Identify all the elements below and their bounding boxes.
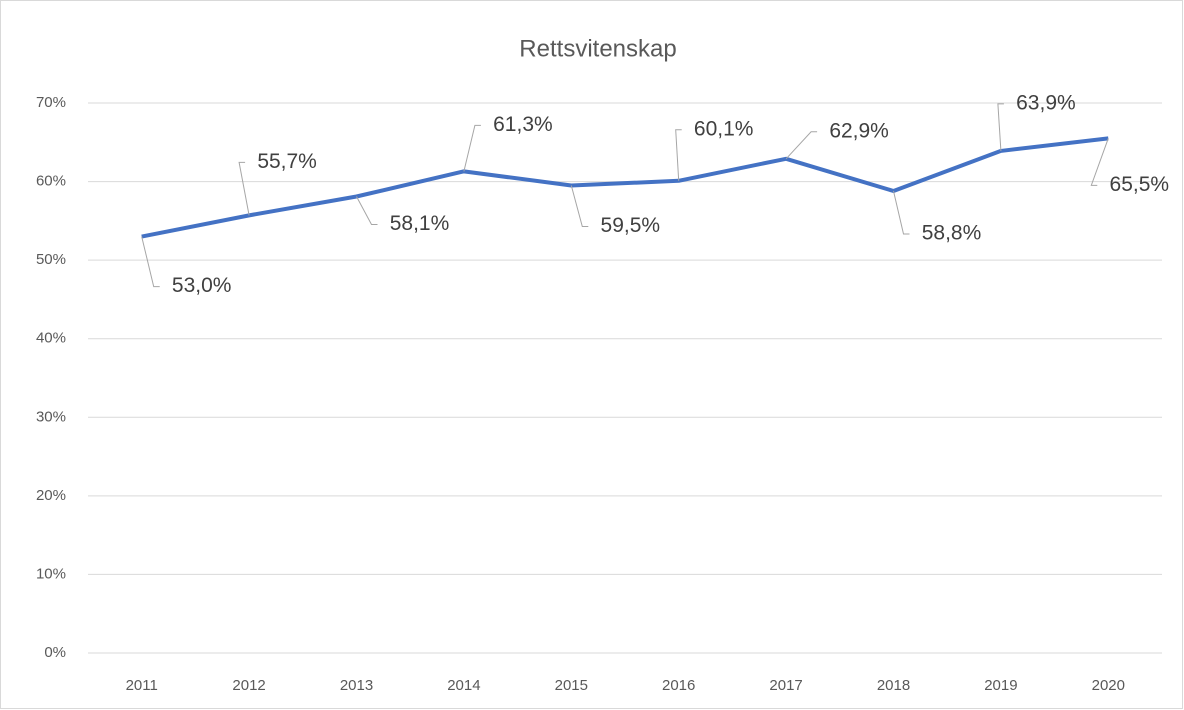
data-label: 58,8% [922, 222, 982, 245]
x-tick-label: 2012 [232, 677, 265, 694]
leader-line [1090, 138, 1109, 186]
leader-line [238, 161, 250, 216]
data-label: 53,0% [172, 274, 232, 297]
y-tick-label: 30% [36, 408, 66, 425]
y-tick-label: 70% [36, 94, 66, 111]
x-tick-label: 2017 [769, 677, 802, 694]
data-label: 60,1% [694, 117, 754, 140]
leader-line [997, 103, 1004, 151]
y-tick-label: 60% [36, 173, 66, 190]
y-tick-label: 0% [44, 644, 66, 661]
data-label: 65,5% [1110, 173, 1170, 196]
y-tick-label: 40% [36, 330, 66, 347]
x-tick-label: 2013 [340, 677, 373, 694]
x-tick-label: 2019 [984, 677, 1017, 694]
data-label: 59,5% [601, 214, 661, 237]
leader-line [570, 185, 589, 227]
data-label: 61,3% [493, 113, 553, 136]
x-tick-label: 2014 [447, 677, 480, 694]
x-tick-label: 2015 [555, 677, 588, 694]
data-label: 55,7% [257, 150, 317, 173]
leader-line [463, 124, 481, 172]
data-label: 62,9% [829, 119, 889, 142]
leader-line [141, 236, 160, 288]
leader-line [356, 196, 378, 225]
leader-line [785, 131, 818, 160]
data-label: 63,9% [1016, 91, 1076, 114]
chart-title: Rettsvitenskap [519, 35, 676, 62]
y-tick-label: 20% [36, 487, 66, 504]
x-tick-label: 2020 [1092, 677, 1125, 694]
y-tick-label: 50% [36, 251, 66, 268]
x-tick-label: 2011 [126, 677, 158, 694]
x-tick-label: 2016 [662, 677, 695, 694]
x-tick-label: 2018 [877, 677, 910, 694]
y-tick-label: 10% [36, 565, 66, 582]
data-label: 58,1% [390, 212, 450, 235]
leader-line [893, 190, 910, 235]
data-line [141, 136, 1109, 239]
leader-line [675, 129, 682, 181]
